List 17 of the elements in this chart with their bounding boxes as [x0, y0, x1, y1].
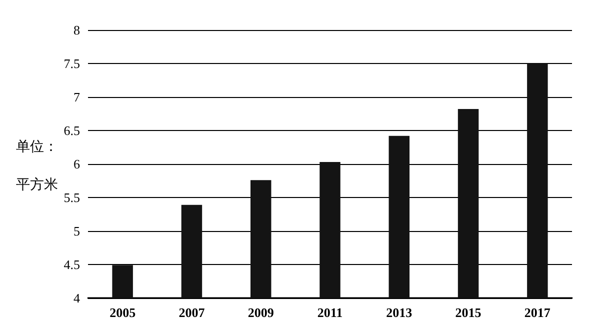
y-tick-label: 7	[74, 90, 80, 104]
y-tick-label: 8	[74, 22, 80, 38]
y-tick-label: 4.5	[64, 257, 80, 272]
x-tick-label: 2015	[455, 305, 482, 320]
text: 单位：平方米	[16, 139, 58, 193]
x-tick-label: 2017	[524, 305, 551, 320]
y-tick-label: 4	[74, 290, 80, 306]
y-tick-label: 5	[74, 224, 80, 238]
x-tick-label: 2009	[248, 305, 274, 320]
y-tick-label: 6.5	[64, 123, 80, 138]
y-tick-label: 7.5	[64, 56, 80, 71]
x-tick-label: 2011	[317, 305, 343, 320]
x-tick-label: 2007	[178, 305, 206, 320]
y-tick-label: 6	[74, 156, 80, 172]
x-tick-label: 2005	[110, 305, 136, 320]
x-tick-label: 2013	[386, 305, 413, 320]
y-tick-label: 5.5	[64, 190, 80, 205]
